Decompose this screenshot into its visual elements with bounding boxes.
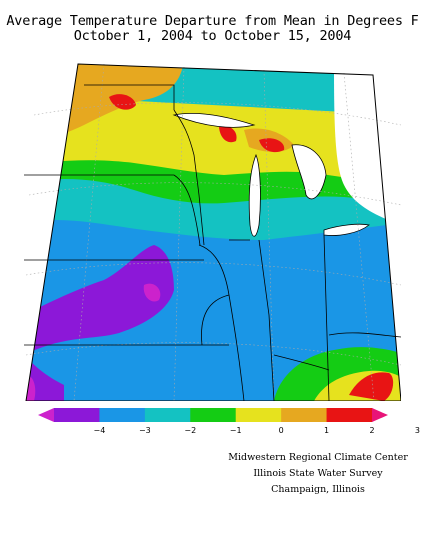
credit-survey: Illinois State Water Survey — [253, 468, 383, 479]
lake-michigan — [248, 153, 261, 237]
credit-center: Midwestern Regional Climate Center — [228, 452, 408, 463]
legend-cell — [144, 408, 191, 422]
color-legend: −4 −3 −2 −1 0 1 2 3 — [38, 408, 420, 440]
band-2-to-3-northwest — [109, 94, 136, 110]
graticule — [25, 63, 402, 402]
map-svg — [24, 63, 402, 402]
map-title-line2: October 1, 2004 to October 15, 2004 — [73, 28, 352, 44]
map-title-line1: Average Temperature Departure from Mean … — [6, 13, 419, 29]
legend-tick-label: −1 — [229, 426, 242, 435]
lake-huron — [291, 144, 327, 200]
band-below-minus4 — [143, 283, 161, 302]
legend-cell — [190, 408, 237, 422]
lake-superior — [172, 112, 256, 128]
legend-tick-label: −4 — [93, 426, 106, 435]
state-boundaries — [24, 84, 402, 402]
legend-cell — [326, 408, 373, 422]
legend-tick-label: −3 — [138, 426, 151, 435]
legend-tick-label: 3 — [414, 426, 420, 435]
legend-arrow-left — [38, 408, 54, 422]
credit-location: Champaign, Illinois — [271, 484, 365, 495]
legend-arrow-right — [372, 408, 388, 422]
band-minus2-to-minus3 — [26, 220, 401, 401]
legend-tick-label: 2 — [369, 426, 375, 435]
band-2-to-3-eastern-up — [259, 138, 285, 153]
band-2-to-3-southeast — [349, 372, 394, 401]
legend-cell — [281, 408, 328, 422]
band-2-to-3-upper-michigan — [219, 125, 237, 143]
legend-cell — [99, 408, 146, 422]
legend-cell — [235, 408, 282, 422]
legend-cell — [54, 408, 100, 422]
departure-field — [26, 64, 401, 401]
temperature-map — [24, 55, 402, 402]
legend-tick-label: 1 — [324, 426, 330, 435]
band-minus3-to-minus4 — [26, 245, 174, 355]
legend-tick-label: −2 — [184, 426, 197, 435]
legend-bar — [38, 408, 388, 422]
lake-erie — [323, 223, 370, 236]
legend-tick-label: 0 — [278, 426, 284, 435]
